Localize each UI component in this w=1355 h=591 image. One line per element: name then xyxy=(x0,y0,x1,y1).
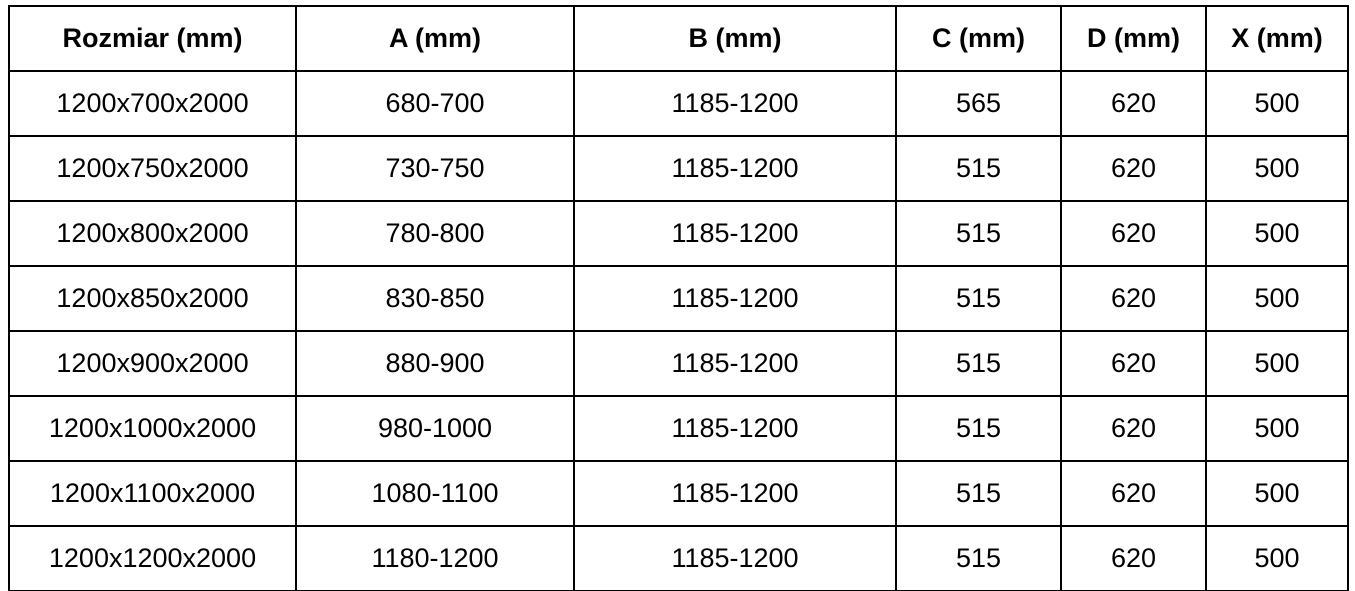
table-cell: 1200x1000x2000 xyxy=(8,395,297,462)
table-cell: 500 xyxy=(1205,395,1349,462)
table-cell: 620 xyxy=(1060,265,1207,332)
table-cell: 515 xyxy=(895,395,1062,462)
table-cell: 1185-1200 xyxy=(573,70,897,137)
table-cell: 515 xyxy=(895,525,1062,591)
table-cell: 515 xyxy=(895,200,1062,267)
table-cell: 565 xyxy=(895,70,1062,137)
table-row: 1200x1100x2000 1080-1100 1185-1200 515 620 50… xyxy=(8,460,1349,527)
table-cell: 500 xyxy=(1205,460,1349,527)
table-cell: 730-750 xyxy=(295,135,575,202)
column-header: D (mm) xyxy=(1060,5,1207,72)
column-header: C (mm) xyxy=(895,5,1062,72)
table-cell: 620 xyxy=(1060,70,1207,137)
table-cell: 1185-1200 xyxy=(573,265,897,332)
table-cell: 500 xyxy=(1205,265,1349,332)
header-row: Rozmiar (mm) A (mm) B (mm) C (mm) D (mm) X (m… xyxy=(8,5,1349,72)
table-cell: 980-1000 xyxy=(295,395,575,462)
table-cell: 515 xyxy=(895,265,1062,332)
table-cell: 1200x850x2000 xyxy=(8,265,297,332)
table-cell: 1185-1200 xyxy=(573,395,897,462)
table-cell: 620 xyxy=(1060,200,1207,267)
table-cell: 500 xyxy=(1205,525,1349,591)
table-cell: 500 xyxy=(1205,135,1349,202)
table-row: 1200x700x2000 680-700 1185-1200 565 620 500 xyxy=(8,70,1349,137)
table-cell: 515 xyxy=(895,460,1062,527)
column-header: B (mm) xyxy=(573,5,897,72)
table-cell: 620 xyxy=(1060,395,1207,462)
table-row: 1200x750x2000 730-750 1185-1200 515 620 500 xyxy=(8,135,1349,202)
table-cell: 1200x700x2000 xyxy=(8,70,297,137)
table-cell: 515 xyxy=(895,135,1062,202)
table-cell: 830-850 xyxy=(295,265,575,332)
column-header: X (mm) xyxy=(1205,5,1349,72)
table-cell: 620 xyxy=(1060,330,1207,397)
table-row: 1200x850x2000 830-850 1185-1200 515 620 500 xyxy=(8,265,1349,332)
column-header: Rozmiar (mm) xyxy=(8,5,297,72)
table-cell: 500 xyxy=(1205,70,1349,137)
table-cell: 1185-1200 xyxy=(573,525,897,591)
table-cell: 1200x900x2000 xyxy=(8,330,297,397)
table-cell: 620 xyxy=(1060,135,1207,202)
table-cell: 1200x800x2000 xyxy=(8,200,297,267)
table-cell: 1185-1200 xyxy=(573,460,897,527)
table-cell: 1180-1200 xyxy=(295,525,575,591)
table-cell: 680-700 xyxy=(295,70,575,137)
table-header: Rozmiar (mm) A (mm) B (mm) C (mm) D (mm) X (m… xyxy=(8,5,1349,72)
table-cell: 1200x750x2000 xyxy=(8,135,297,202)
column-header: A (mm) xyxy=(295,5,575,72)
table-row: 1200x800x2000 780-800 1185-1200 515 620 500 xyxy=(8,200,1349,267)
table-cell: 1185-1200 xyxy=(573,330,897,397)
table-cell: 515 xyxy=(895,330,1062,397)
table-cell: 780-800 xyxy=(295,200,575,267)
table-cell: 880-900 xyxy=(295,330,575,397)
dimensions-table: Rozmiar (mm) A (mm) B (mm) C (mm) D (mm) X (m… xyxy=(8,5,1349,591)
table-cell: 620 xyxy=(1060,525,1207,591)
table-row: 1200x1000x2000 980-1000 1185-1200 515 620 500 xyxy=(8,395,1349,462)
table-row: 1200x900x2000 880-900 1185-1200 515 620 500 xyxy=(8,330,1349,397)
table-cell: 500 xyxy=(1205,200,1349,267)
table-cell: 500 xyxy=(1205,330,1349,397)
table-cell: 1185-1200 xyxy=(573,200,897,267)
table-row: 1200x1200x2000 1180-1200 1185-1200 515 620 50… xyxy=(8,525,1349,591)
table-cell: 620 xyxy=(1060,460,1207,527)
table-cell: 1200x1100x2000 xyxy=(8,460,297,527)
table-cell: 1185-1200 xyxy=(573,135,897,202)
table-body: 1200x700x2000 680-700 1185-1200 565 620 500 12… xyxy=(8,70,1349,591)
table-cell: 1200x1200x2000 xyxy=(8,525,297,591)
table-cell: 1080-1100 xyxy=(295,460,575,527)
